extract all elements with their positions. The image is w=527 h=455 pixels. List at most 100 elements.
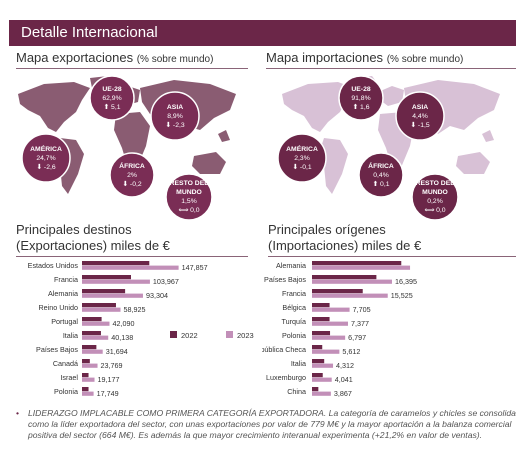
legend-swatch-2023: [226, 331, 233, 338]
region-bubble--frica: ÁFRICA 2%⬇ -0,2: [109, 152, 155, 198]
bubble-share-value: 1,5%: [181, 198, 197, 205]
bar-2022: [82, 359, 90, 364]
bar-2022: [312, 359, 325, 364]
value-label: 4,041: [335, 375, 353, 384]
value-label: 147,857: [182, 263, 208, 272]
bubble-circle: [21, 133, 71, 183]
export-region-bubbles: UE-28 62,9%⬆ 5,1 ASIA 8,9%⬇ -2,3 AMÉRICA 24,7…: [21, 75, 213, 220]
bar-2022: [312, 303, 330, 308]
bubble-change-value: ⬇ -2,6: [36, 163, 56, 171]
bubble-region-label: ÁFRICA: [119, 161, 145, 170]
region-bubble-asia: ASIA 4,4%⬇ -1,5: [395, 91, 445, 141]
category-label: Polonia: [282, 331, 306, 340]
value-label: 16,395: [395, 277, 417, 286]
import-chart-rule: [268, 256, 516, 257]
bar-2022: [312, 331, 331, 336]
value-label: 7,705: [353, 305, 371, 314]
export-map-title: Mapa exportaciones (% sobre mundo): [16, 50, 213, 65]
bubble-share-value: 0,2%: [427, 198, 443, 205]
import-chart-subtitle: (Importaciones) miles de €: [268, 238, 422, 253]
value-label: 15,525: [391, 291, 413, 300]
value-label: 40,138: [111, 333, 133, 342]
bubble-change-value: ⟺ 0,0: [424, 207, 445, 214]
region-bubble-resto-del-mundo: RESTO DEL MUNDO 1,5% ⟺ 0,0: [165, 173, 213, 220]
category-label: Francia: [282, 289, 306, 298]
bubble-region-label: MUNDO: [422, 189, 448, 196]
region-bubble-asia: ASIA 8,9%⬇ -2,3: [150, 91, 200, 141]
bar-2023: [82, 265, 179, 270]
bar-2022: [82, 331, 101, 336]
bubble-share-value: 2%: [127, 172, 137, 179]
bubble-share-value: 62,9%: [102, 95, 121, 102]
value-label: 31,694: [106, 347, 128, 356]
bubble-region-label: ASIA: [167, 104, 183, 111]
category-label: Países Bajos: [36, 345, 78, 354]
continent-shape-7: [218, 130, 230, 142]
export-map-rule: [16, 68, 248, 69]
bar-2022: [312, 345, 323, 350]
bubble-circle: [277, 133, 327, 183]
bubble-share-value: 8,9%: [167, 113, 183, 120]
value-label: 5,612: [342, 347, 360, 356]
bar-2022: [82, 289, 126, 294]
bubble-share-value: 24,7%: [36, 155, 55, 162]
bar-2023: [312, 391, 331, 396]
import-map-title-text: Mapa importaciones: [266, 50, 384, 65]
bar-2023: [312, 349, 340, 354]
bubble-share-value: 91,8%: [351, 95, 370, 102]
section-title: Detalle Internacional: [21, 24, 158, 41]
continent-shape-0: [18, 82, 90, 132]
bar-2022: [82, 275, 131, 280]
bubble-circle: [395, 91, 445, 141]
chart-legend: 2022 2023: [170, 331, 254, 340]
bubble-circle: [358, 152, 404, 198]
bubble-change-value: ⬆ 5,1: [103, 103, 120, 111]
bubble-change-value: ⬇ -2,3: [165, 121, 185, 129]
bubble-region-label: UE-28: [102, 86, 121, 93]
import-chart-title: Principales orígenes (Importaciones) mil…: [268, 222, 421, 254]
bar-2023: [82, 377, 95, 382]
bubble-region-label: ASIA: [412, 104, 428, 111]
bar-2022: [312, 261, 402, 266]
category-label: China: [287, 387, 306, 396]
category-label: Francia: [54, 275, 78, 284]
bubble-region-label: MUNDO: [176, 189, 202, 196]
bar-2022: [82, 387, 89, 392]
category-label: Alemania: [276, 261, 306, 270]
bubble-change-value: ⬇ -0,1: [292, 163, 312, 171]
bar-2023: [82, 363, 98, 368]
bar-2022: [312, 275, 377, 280]
value-label: 58,925: [123, 305, 145, 314]
bar-2022: [312, 373, 323, 378]
bar-2022: [82, 303, 116, 308]
category-label: Bélgica: [282, 303, 306, 312]
continent-shape-2: [320, 138, 348, 194]
bubble-circle: [165, 173, 213, 220]
region-bubble--frica: ÁFRICA 0,4%⬆ 0,1: [358, 152, 404, 198]
bubble-region-label: AMÉRICA: [286, 144, 318, 153]
bubble-change-value: ⬆ 0,1: [372, 180, 389, 188]
bar-2023: [312, 265, 411, 270]
bar-2023: [312, 377, 332, 382]
bubble-change-value: ⬇ -0,2: [122, 180, 142, 188]
bubble-circle: [150, 91, 200, 141]
export-chart-title-text: Principales destinos: [16, 222, 132, 237]
region-bubble-ue-28: UE-28 62,9%⬆ 5,1: [89, 75, 135, 121]
value-label: 6,797: [348, 333, 366, 342]
bubble-region-label: ÁFRICA: [368, 161, 394, 170]
continent-shape-3: [378, 86, 404, 106]
section-header: Detalle Internacional: [9, 20, 516, 46]
category-label: Alemania: [48, 289, 78, 298]
bubble-change-value: ⬇ -1,5: [410, 121, 430, 129]
import-region-bubbles: UE-28 91,8%⬆ 1,6 ASIA 4,4%⬇ -1,5 AMÉRICA 2,3%…: [277, 75, 459, 220]
import-world-map: UE-28 91,8%⬆ 1,6 ASIA 4,4%⬇ -1,5 AMÉRICA 2,3%…: [277, 75, 500, 220]
category-label: Estados Unidos: [28, 261, 79, 270]
bubble-share-value: 0,4%: [373, 172, 389, 179]
value-label: 17,749: [97, 389, 119, 398]
bar-2023: [82, 293, 143, 298]
import-map-title: Mapa importaciones (% sobre mundo): [266, 50, 463, 65]
category-label: Luxemburgo: [266, 373, 306, 382]
import-map-subtitle: (% sobre mundo): [386, 54, 464, 65]
bubble-circle: [89, 75, 135, 121]
footnote-text: LIDERAZGO IMPLACABLE COMO PRIMERA CATEGO…: [28, 408, 516, 440]
